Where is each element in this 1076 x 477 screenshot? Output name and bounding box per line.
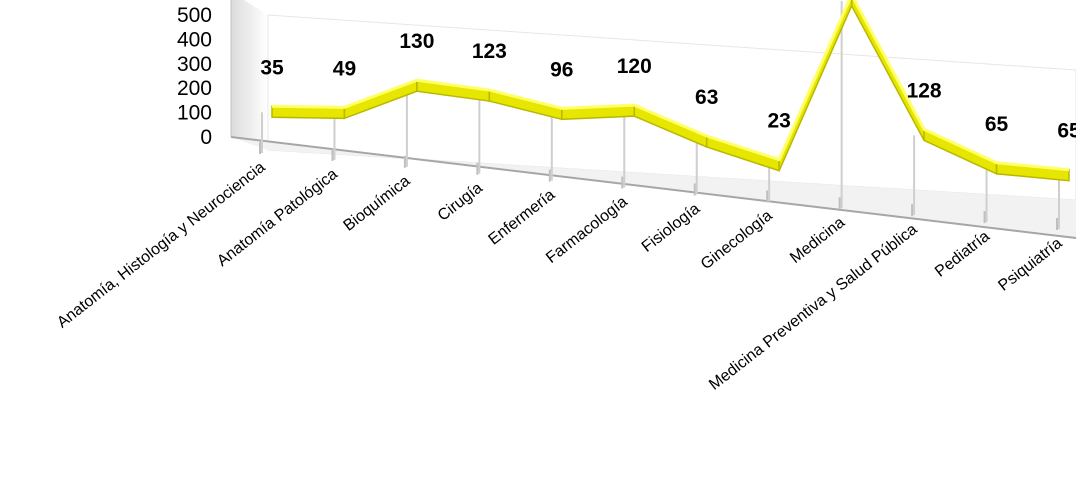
x-tick-label: Enfermería — [485, 186, 558, 248]
x-tick-label: Pediatría — [932, 228, 993, 281]
data-label: 49 — [333, 57, 356, 80]
x-tick-label: Fisiología — [639, 200, 704, 256]
y-tick-label: 300 — [177, 53, 212, 76]
x-tick-label: Psiquiatría — [995, 235, 1065, 295]
data-label: 123 — [472, 40, 507, 63]
chart-side-wall — [231, 0, 268, 150]
x-tick-label: Bioquímica — [341, 173, 414, 235]
data-label: 23 — [768, 110, 791, 133]
y-tick-label: 100 — [177, 102, 212, 125]
y-tick-label: 200 — [177, 77, 212, 100]
data-label: 35 — [260, 56, 284, 79]
data-label: 128 — [907, 79, 942, 102]
data-label: 120 — [617, 55, 652, 78]
x-tick-label: Farmacología — [543, 193, 631, 267]
y-tick-label: 0 — [200, 126, 212, 149]
x-axis-line — [230, 136, 1076, 239]
line-highlight — [271, 0, 1070, 172]
x-tick-label: Medicina — [787, 214, 848, 267]
data-label: 65 — [1057, 120, 1076, 143]
x-tick-label: Ginecología — [698, 207, 776, 273]
data-label: 63 — [695, 86, 718, 109]
y-tick-label: 500 — [177, 4, 212, 27]
chart-back-wall — [267, 14, 1076, 201]
y-tick-label: 400 — [177, 28, 212, 51]
data-label: 96 — [550, 58, 573, 81]
data-label: 130 — [399, 30, 434, 53]
data-label: 65 — [985, 113, 1009, 136]
x-tick-label: Cirugía — [435, 179, 486, 224]
